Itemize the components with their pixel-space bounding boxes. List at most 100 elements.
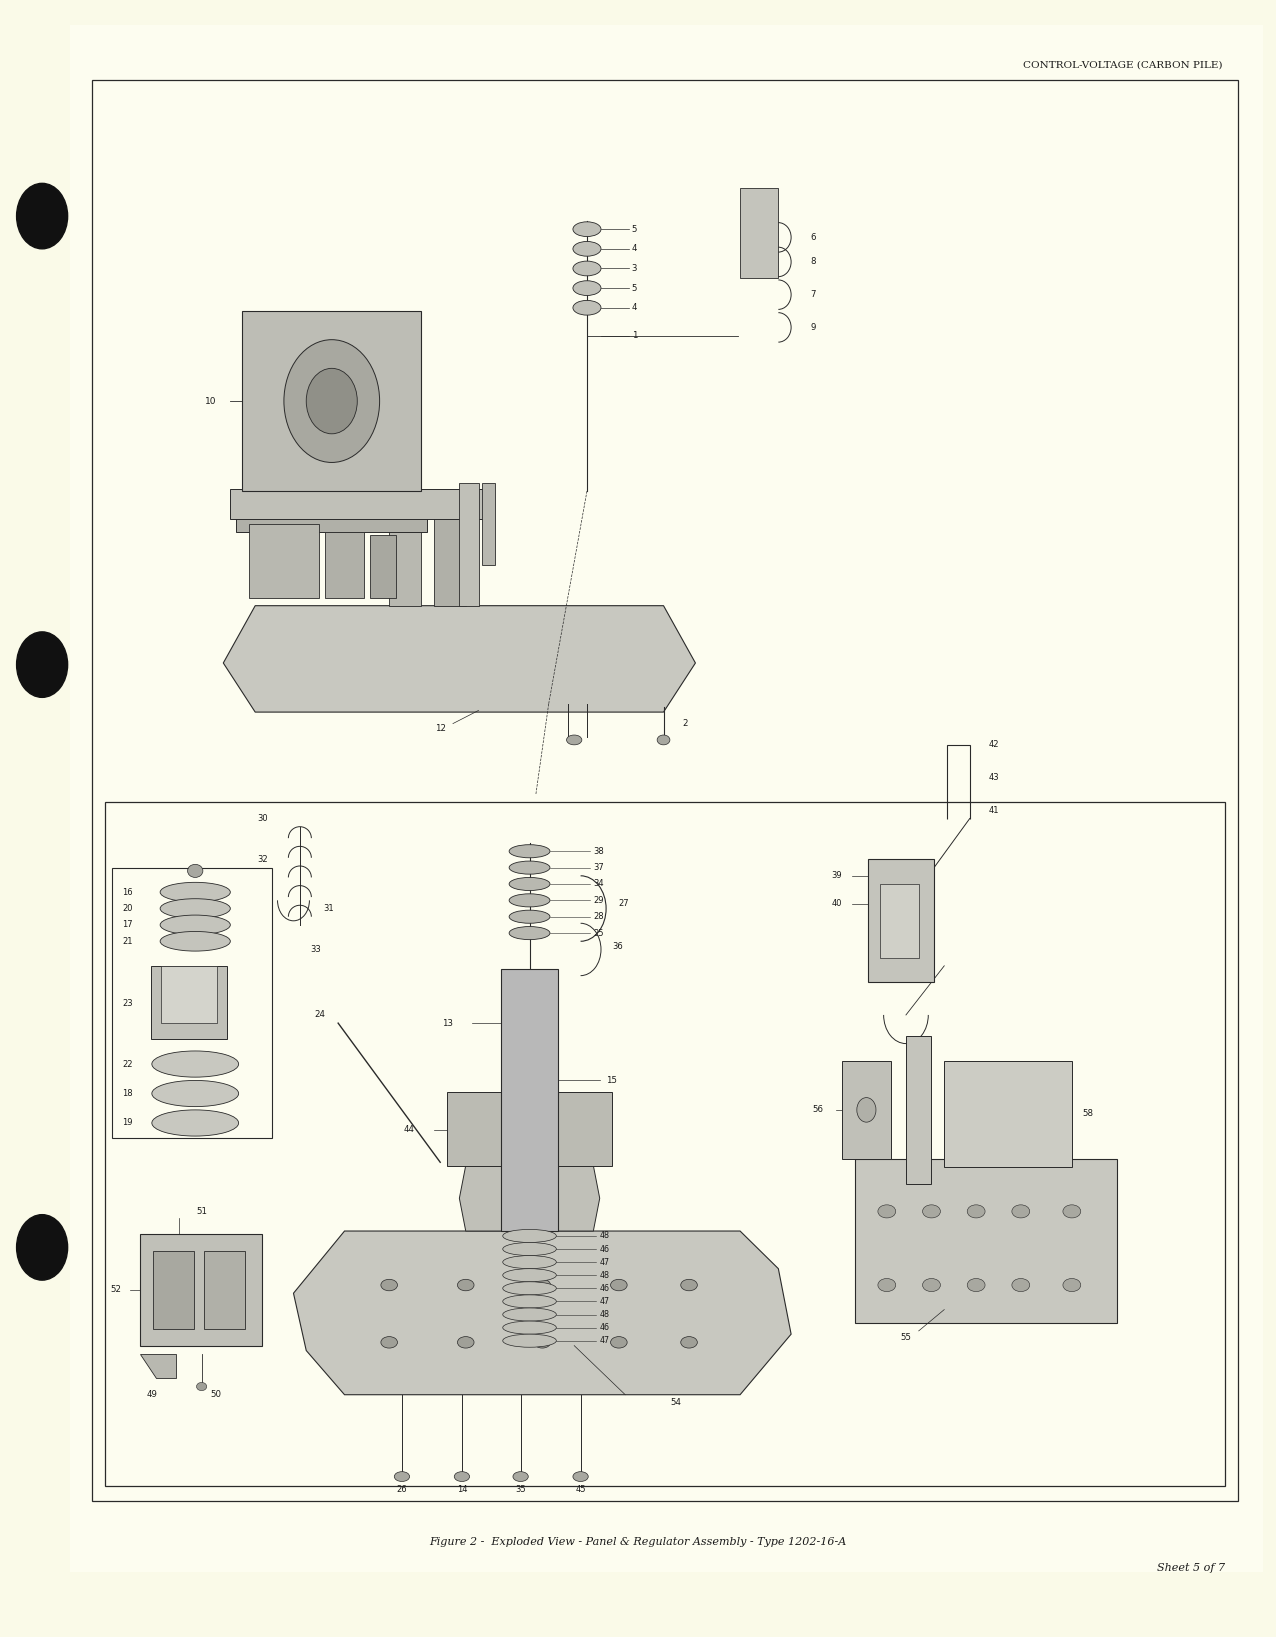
Text: Figure 2 -  Exploded View - Panel & Regulator Assembly - Type 1202-16-A: Figure 2 - Exploded View - Panel & Regul… bbox=[430, 1537, 846, 1547]
Text: 9: 9 bbox=[810, 322, 815, 332]
Text: 16: 16 bbox=[122, 887, 133, 897]
Ellipse shape bbox=[573, 300, 601, 314]
Text: 7: 7 bbox=[810, 290, 815, 300]
Text: 15: 15 bbox=[606, 1076, 618, 1085]
Text: 52: 52 bbox=[110, 1285, 121, 1295]
Ellipse shape bbox=[503, 1229, 556, 1242]
Text: 36: 36 bbox=[612, 941, 623, 951]
Bar bbox=[906, 1036, 931, 1184]
Text: 55: 55 bbox=[901, 1333, 911, 1342]
Text: 25: 25 bbox=[593, 928, 604, 938]
Ellipse shape bbox=[380, 1280, 398, 1290]
Text: 6: 6 bbox=[810, 232, 815, 242]
Text: 43: 43 bbox=[989, 773, 999, 782]
Bar bbox=[204, 1251, 245, 1329]
Text: 37: 37 bbox=[593, 863, 604, 873]
Ellipse shape bbox=[657, 735, 670, 745]
Text: CONTROL-VOLTAGE (CARBON PILE): CONTROL-VOLTAGE (CARBON PILE) bbox=[1023, 61, 1222, 70]
Ellipse shape bbox=[152, 1051, 239, 1077]
Ellipse shape bbox=[1063, 1205, 1081, 1218]
Bar bbox=[434, 516, 466, 606]
Text: 13: 13 bbox=[441, 1018, 453, 1028]
Ellipse shape bbox=[161, 882, 230, 902]
Bar bbox=[161, 966, 217, 1023]
Text: 49: 49 bbox=[147, 1390, 158, 1400]
Text: 34: 34 bbox=[593, 879, 604, 889]
Text: 17: 17 bbox=[122, 920, 133, 930]
Ellipse shape bbox=[1063, 1278, 1081, 1292]
Ellipse shape bbox=[923, 1278, 940, 1292]
Bar bbox=[944, 1061, 1072, 1167]
Ellipse shape bbox=[923, 1205, 940, 1218]
Ellipse shape bbox=[857, 1097, 877, 1123]
Ellipse shape bbox=[573, 1472, 588, 1481]
Ellipse shape bbox=[573, 221, 601, 237]
Text: 5: 5 bbox=[632, 283, 637, 293]
Ellipse shape bbox=[513, 1472, 528, 1481]
Bar bbox=[153, 1251, 194, 1329]
Ellipse shape bbox=[457, 1336, 475, 1349]
Text: 20: 20 bbox=[122, 904, 133, 913]
Ellipse shape bbox=[967, 1205, 985, 1218]
Text: 46: 46 bbox=[600, 1323, 610, 1333]
Bar bbox=[370, 535, 396, 598]
Polygon shape bbox=[140, 1354, 176, 1378]
Text: 12: 12 bbox=[435, 724, 445, 733]
Text: 31: 31 bbox=[323, 904, 333, 913]
Bar bbox=[501, 969, 558, 1231]
Ellipse shape bbox=[503, 1282, 556, 1295]
Text: 29: 29 bbox=[593, 895, 604, 905]
Ellipse shape bbox=[306, 368, 357, 434]
Text: 56: 56 bbox=[812, 1105, 823, 1115]
Bar bbox=[112, 868, 272, 1138]
Ellipse shape bbox=[509, 845, 550, 858]
Text: 4: 4 bbox=[632, 303, 637, 313]
Text: 48: 48 bbox=[600, 1231, 610, 1241]
Ellipse shape bbox=[878, 1278, 896, 1292]
Circle shape bbox=[17, 632, 68, 697]
Ellipse shape bbox=[152, 1080, 239, 1107]
Text: 21: 21 bbox=[122, 936, 133, 946]
Text: 3: 3 bbox=[632, 264, 637, 273]
Text: 24: 24 bbox=[314, 1010, 325, 1020]
Ellipse shape bbox=[878, 1205, 896, 1218]
Polygon shape bbox=[459, 1166, 600, 1231]
Text: 22: 22 bbox=[122, 1059, 133, 1069]
Text: 48: 48 bbox=[600, 1270, 610, 1280]
Text: 8: 8 bbox=[810, 257, 815, 267]
Ellipse shape bbox=[509, 894, 550, 907]
Bar bbox=[447, 1092, 612, 1166]
Text: 2: 2 bbox=[683, 719, 688, 728]
Bar bbox=[482, 483, 495, 565]
Ellipse shape bbox=[394, 1472, 410, 1481]
Ellipse shape bbox=[681, 1280, 697, 1290]
Text: 47: 47 bbox=[600, 1336, 610, 1346]
Text: 10: 10 bbox=[204, 396, 217, 406]
Text: 51: 51 bbox=[197, 1206, 207, 1216]
Ellipse shape bbox=[533, 1336, 550, 1349]
Ellipse shape bbox=[509, 910, 550, 923]
Text: 46: 46 bbox=[600, 1244, 610, 1254]
Text: 47: 47 bbox=[600, 1297, 610, 1306]
Text: 54: 54 bbox=[671, 1398, 681, 1408]
Ellipse shape bbox=[161, 915, 230, 935]
Text: 35: 35 bbox=[516, 1485, 526, 1495]
Text: 48: 48 bbox=[600, 1310, 610, 1319]
Bar bbox=[880, 884, 919, 958]
Ellipse shape bbox=[188, 864, 203, 877]
Ellipse shape bbox=[1012, 1205, 1030, 1218]
Ellipse shape bbox=[573, 241, 601, 257]
Ellipse shape bbox=[573, 282, 601, 296]
Text: 53: 53 bbox=[568, 1203, 579, 1213]
Text: 32: 32 bbox=[258, 855, 268, 864]
Polygon shape bbox=[293, 1231, 791, 1395]
Ellipse shape bbox=[503, 1321, 556, 1334]
Text: 33: 33 bbox=[310, 945, 320, 954]
Ellipse shape bbox=[457, 1280, 475, 1290]
Text: 44: 44 bbox=[403, 1125, 415, 1134]
Bar bbox=[242, 311, 421, 491]
Ellipse shape bbox=[503, 1242, 556, 1256]
Bar bbox=[249, 524, 319, 598]
Ellipse shape bbox=[509, 877, 550, 891]
Text: 41: 41 bbox=[989, 805, 999, 815]
